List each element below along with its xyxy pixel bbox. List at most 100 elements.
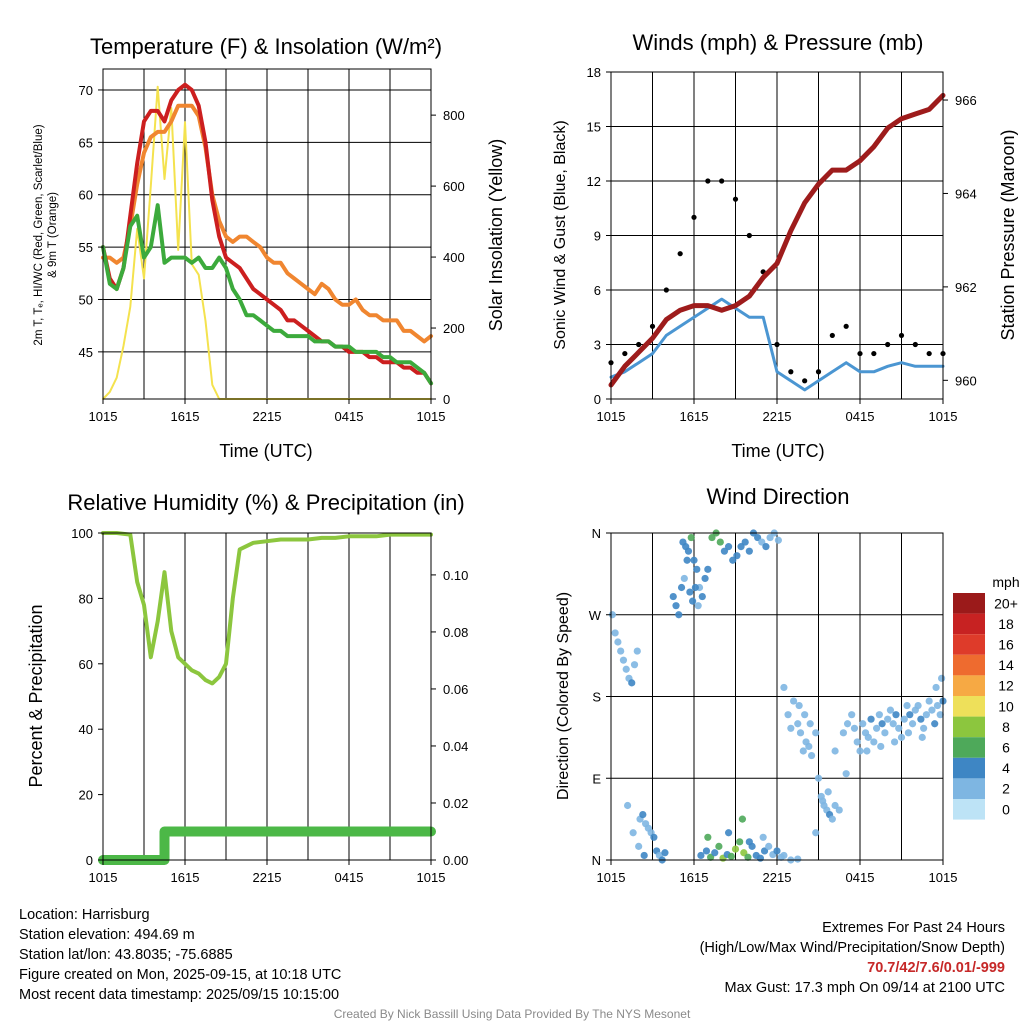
wind-direction-point xyxy=(684,547,693,555)
wind-direction-point xyxy=(875,711,883,719)
gust-point xyxy=(691,214,697,220)
wind-direction-point xyxy=(886,706,895,714)
wind-direction-point xyxy=(870,738,878,746)
wind-direction-point xyxy=(931,720,939,728)
winds-x-tick-label: 0415 xyxy=(846,409,875,424)
direction-x-tick-label: 0415 xyxy=(846,870,875,885)
wind-direction-point xyxy=(867,715,875,723)
wind-direction-point xyxy=(884,715,892,723)
speed-legend-swatch xyxy=(953,737,985,758)
speed-legend-swatch xyxy=(953,613,985,635)
wind-direction-point xyxy=(628,679,636,687)
gust-point xyxy=(912,341,918,348)
wind-direction-point xyxy=(677,583,686,592)
wind-direction-point xyxy=(780,851,788,860)
wind-direction-point xyxy=(806,720,814,728)
wind-direction-point xyxy=(724,543,733,551)
speed-legend-label: 8 xyxy=(1002,719,1010,735)
direction-x-tick-label: 1015 xyxy=(929,870,958,885)
gust-point xyxy=(774,341,780,348)
extremes-info: Extremes For Past 24 Hours (High/Low/Max… xyxy=(700,918,1005,998)
wind-direction-point xyxy=(741,538,749,546)
wind-direction-point xyxy=(780,683,788,692)
wind-direction-point xyxy=(787,724,795,732)
wind-direction-point xyxy=(744,853,752,861)
humidity-x-tick-label: 1615 xyxy=(171,870,200,885)
wind-direction-point xyxy=(878,720,886,728)
dew-point-line xyxy=(101,203,433,386)
temperature-y-axis-label-line1: 2m T, Tₑ, HI/WC (Red, Green, Scarlet/Blu… xyxy=(33,124,45,345)
temperature-x-tick-label: 1015 xyxy=(417,409,446,424)
wind-direction-point xyxy=(694,602,702,610)
wind-direction-point xyxy=(938,674,946,682)
gust-point xyxy=(705,178,711,184)
winds-x-tick-label: 2215 xyxy=(763,409,792,424)
temperature-y-axis-label: 2m T, Tₑ, HI/WC (Red, Green, Scarlet/Blu… xyxy=(33,124,59,345)
speed-legend-swatch xyxy=(953,696,985,717)
speed-legend-swatch xyxy=(953,634,985,655)
temperature-9m-line xyxy=(101,103,433,344)
wind-direction-point xyxy=(629,829,637,837)
wind-direction-point xyxy=(762,543,770,551)
wind-direction-point xyxy=(693,565,701,573)
humidity-x-tick-label: 1015 xyxy=(417,870,446,885)
wind-direction-point xyxy=(835,806,843,814)
precipitation-y2-tick-label: 0.08 xyxy=(443,625,468,640)
wind-direction-point xyxy=(828,815,836,823)
extremes-title: Extremes For Past 24 Hours xyxy=(822,920,1005,936)
extremes-legend: (High/Low/Max Wind/Precipitation/Snow De… xyxy=(699,940,1005,956)
humidity-panel-title: Relative Humidity (%) & Precipitation (i… xyxy=(67,490,464,515)
wind-y-axis-label: Sonic Wind & Gust (Blue, Black) xyxy=(552,120,569,349)
speed-legend-swatch xyxy=(953,593,985,614)
winds-y-tick-label: 9 xyxy=(594,229,601,244)
wind-direction-point xyxy=(819,797,827,805)
wind-direction-point xyxy=(675,611,683,619)
wind-direction-point xyxy=(727,852,735,860)
wind-direction-point xyxy=(707,853,715,861)
wind-direction-point xyxy=(903,701,911,710)
max-gust: Max Gust: 17.3 mph On 09/14 at 2100 UTC xyxy=(724,980,1005,996)
wind-direction-point xyxy=(661,849,669,857)
wind-direction-point xyxy=(790,697,798,705)
wind-direction-point xyxy=(864,733,872,741)
speed-legend-swatch xyxy=(953,716,985,738)
speed-legend-label: 6 xyxy=(1002,740,1010,756)
precipitation-y2-tick-label: 0.00 xyxy=(443,853,468,868)
temperature-panel: Temperature (F) & Insolation (W/m²) 2m T… xyxy=(33,34,506,461)
wind-direction-point xyxy=(796,729,805,737)
speed-legend-swatch xyxy=(953,675,985,696)
temperature-y-tick-label: 65 xyxy=(79,135,93,150)
direction-y-tick-label: N xyxy=(592,526,601,541)
wind-direction-point xyxy=(863,747,871,755)
wind-direction-point xyxy=(683,556,691,564)
humidity-x-tick-label: 0415 xyxy=(335,870,364,885)
winds-y-tick-label: 0 xyxy=(594,392,601,407)
pressure-y2-tick-label: 962 xyxy=(955,280,977,295)
gust-point xyxy=(663,287,669,293)
winds-x-tick-label: 1015 xyxy=(929,409,958,424)
wind-direction-point xyxy=(704,833,712,841)
wind-direction-point xyxy=(842,770,850,778)
station-pressure-line xyxy=(608,92,946,388)
wind-direction-point xyxy=(904,729,913,737)
pressure-axis-label: Station Pressure (Maroon) xyxy=(998,129,1018,340)
pressure-y2-tick-label: 966 xyxy=(955,93,977,108)
speed-legend-label: 10 xyxy=(998,698,1014,714)
direction-y-axis-label: Direction (Colored By Speed) xyxy=(555,592,572,800)
wind-direction-point xyxy=(760,847,769,855)
wind-direction-point xyxy=(715,842,723,850)
wind-direction-point xyxy=(640,851,648,860)
humidity-panel: Relative Humidity (%) & Precipitation (i… xyxy=(26,490,468,885)
insolation-y2-tick-label: 0 xyxy=(443,392,450,407)
precipitation-y2-tick-label: 0.10 xyxy=(443,568,468,583)
temperature-y-tick-label: 70 xyxy=(79,83,93,98)
gust-point xyxy=(746,232,752,239)
humidity-y-tick-label: 20 xyxy=(79,788,93,803)
gust-point xyxy=(788,369,794,375)
precipitation-y2-tick-label: 0.04 xyxy=(443,739,468,754)
gust-point xyxy=(719,178,725,184)
wind-direction-point xyxy=(812,729,820,737)
temperature-x-tick-label: 1015 xyxy=(89,409,118,424)
speed-legend-swatch xyxy=(953,778,985,799)
speed-legend-label: 12 xyxy=(998,678,1014,694)
